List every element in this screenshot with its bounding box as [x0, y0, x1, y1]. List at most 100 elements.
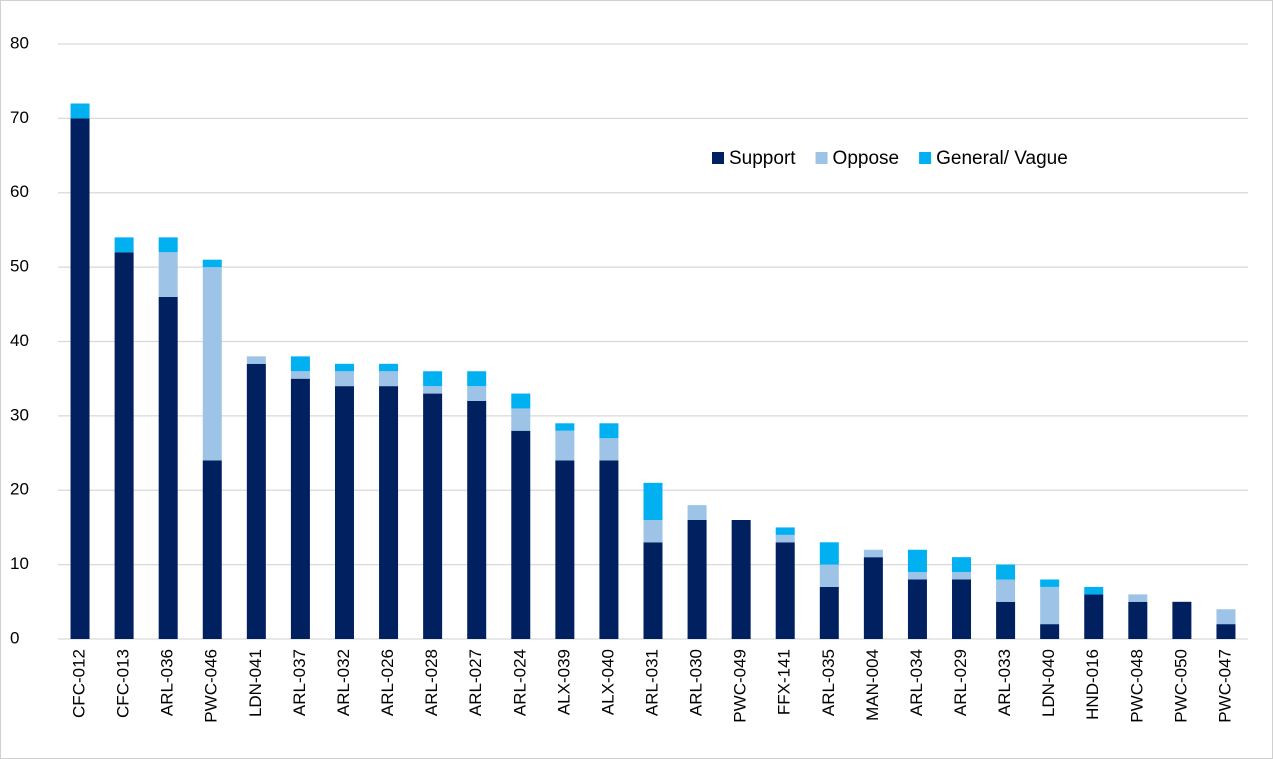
bar-segment: [114, 237, 134, 253]
x-tick-label: ARL-030: [687, 649, 706, 716]
bar-segment: [511, 408, 531, 431]
bar-segment: [996, 601, 1016, 639]
bar-segment: [555, 430, 575, 461]
y-tick-label: 60: [10, 182, 29, 201]
bar-segment: [290, 356, 310, 372]
bar-segment: [1040, 624, 1060, 639]
x-tick-label: PWC-050: [1171, 649, 1190, 723]
bar-segment: [952, 557, 972, 573]
bar-segment: [1216, 624, 1236, 639]
bar-segment: [1040, 579, 1060, 587]
x-tick-label: CFC-012: [70, 649, 89, 718]
bar-segment: [555, 423, 575, 431]
x-tick-label: PWC-049: [731, 649, 750, 723]
bar-segment: [70, 118, 90, 639]
bar-segment: [907, 549, 927, 573]
bar-segment: [423, 393, 443, 639]
bar-segment: [643, 520, 663, 543]
bar-segment: [467, 386, 487, 401]
legend-label: General/ Vague: [936, 148, 1068, 169]
bar-segment: [379, 363, 399, 372]
legend-swatch: [815, 152, 828, 164]
x-tick-label: PWC-047: [1215, 649, 1234, 723]
bar-segment: [1084, 586, 1104, 595]
x-tick-label: ARL-029: [951, 649, 970, 716]
x-tick-label: ARL-032: [334, 649, 353, 716]
bar-segment: [246, 363, 266, 639]
bar-segment: [467, 371, 487, 387]
bar-segment: [334, 371, 354, 387]
legend-swatch: [919, 152, 932, 164]
bar-segment: [1040, 586, 1060, 625]
bar-segment: [511, 393, 531, 409]
bar-segment: [863, 549, 883, 558]
legend-label: Support: [729, 148, 796, 169]
x-tick-label: FFX-141: [775, 649, 794, 715]
y-tick-label: 80: [10, 33, 29, 52]
x-tick-label: ALX-039: [554, 649, 573, 715]
bar-segment: [423, 386, 443, 394]
bar-segment: [907, 572, 927, 580]
x-tick-label: ARL-026: [378, 649, 397, 716]
bar-segment: [202, 259, 222, 268]
x-tick-label: ALX-040: [598, 649, 617, 715]
bar-segment: [775, 534, 795, 543]
bar-segment: [863, 557, 883, 639]
bar-segment: [379, 386, 399, 639]
x-tick-label: ARL-033: [995, 649, 1014, 716]
bar-segment: [775, 527, 795, 535]
x-tick-label: ARL-031: [642, 649, 661, 716]
y-tick-label: 20: [10, 480, 29, 499]
bar-segment: [467, 401, 487, 639]
y-tick-label: 70: [10, 108, 29, 127]
bar-segment: [158, 296, 178, 639]
bar-segment: [1128, 601, 1148, 639]
bar-segment: [819, 586, 839, 639]
x-tick-label: CFC-013: [114, 649, 133, 718]
bar-segment: [511, 430, 531, 639]
bar-segment: [290, 378, 310, 639]
y-tick-label: 40: [10, 331, 29, 350]
bar-segment: [114, 252, 134, 639]
x-tick-label: PWC-048: [1127, 649, 1146, 723]
x-tick-label: ARL-034: [907, 649, 926, 716]
bar-segment: [1172, 601, 1192, 639]
bar-segment: [158, 237, 178, 253]
bar-segment: [1216, 609, 1236, 625]
bar-segment: [687, 520, 707, 639]
bar-segment: [202, 267, 222, 461]
bar-segment: [996, 564, 1016, 580]
bar-segment: [555, 460, 575, 639]
bar-segment: [599, 460, 619, 639]
x-tick-label: MAN-004: [863, 649, 882, 721]
bar-segment: [1084, 594, 1104, 639]
x-tick-label: ARL-037: [290, 649, 309, 716]
bar-segment: [334, 363, 354, 372]
x-tick-label: ARL-027: [466, 649, 485, 716]
bar-segment: [1128, 594, 1148, 602]
bar-segment: [599, 423, 619, 439]
bar-segment: [158, 252, 178, 297]
bar-segment: [687, 505, 707, 520]
bar-segment: [952, 572, 972, 580]
x-tick-label: PWC-046: [202, 649, 221, 723]
bar-segment: [290, 371, 310, 379]
bar-segment: [202, 460, 222, 639]
legend-swatch: [712, 152, 724, 164]
bar-segment: [643, 482, 663, 520]
bar-segment: [246, 356, 266, 364]
bar-segment: [819, 542, 839, 565]
bar-segment: [334, 386, 354, 639]
y-tick-label: 30: [10, 405, 29, 424]
bar-segment: [819, 564, 839, 587]
y-tick-label: 50: [10, 257, 29, 276]
bar-segment: [996, 579, 1016, 602]
y-tick-label: 0: [10, 628, 19, 647]
bar-segment: [643, 542, 663, 639]
bar-segment: [423, 371, 443, 387]
bar-segment: [907, 579, 927, 639]
bar-segment: [599, 438, 619, 461]
bar-segment: [952, 579, 972, 639]
